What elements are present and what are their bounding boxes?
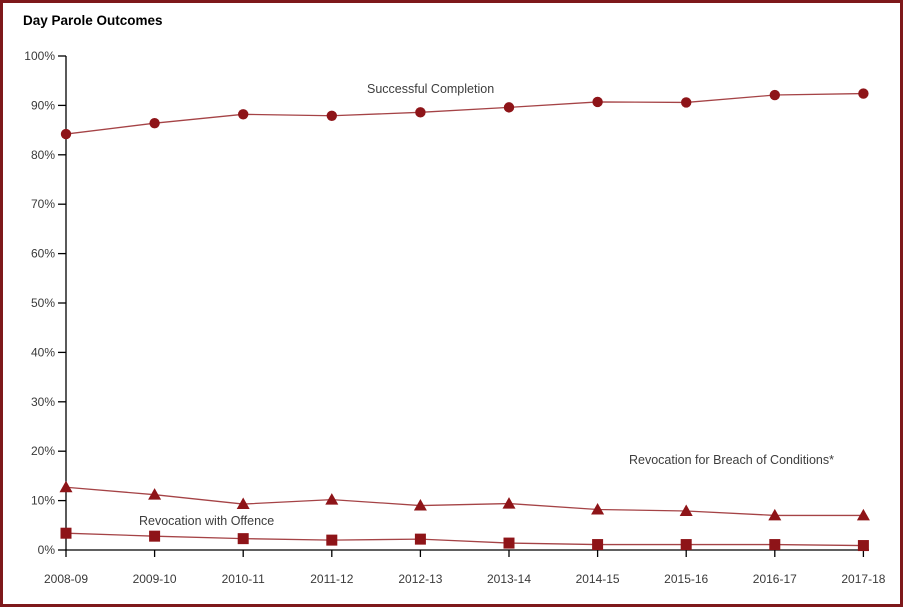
series-line-1 (65, 486, 864, 517)
marker-triangle-1 (148, 488, 162, 500)
marker-square-2 (592, 539, 604, 551)
marker-triangle-1 (856, 508, 870, 521)
series-label-revocation-with-offence: Revocation with Offence (139, 514, 275, 528)
marker-triangle-1 (591, 502, 605, 515)
marker-square-2 (237, 533, 249, 545)
x-tick-label: 2013-14 (487, 572, 531, 586)
marker-circle-0 (858, 88, 869, 99)
marker-circle-0 (60, 128, 72, 140)
y-tick-label: 40% (31, 345, 55, 359)
marker-circle-0 (503, 102, 515, 113)
marker-triangle-1 (768, 508, 782, 521)
y-tick-label: 70% (31, 197, 55, 211)
x-tick-label: 2011-12 (310, 572, 353, 586)
marker-square-2 (414, 533, 426, 545)
series-line-0 (65, 92, 864, 135)
marker-circle-0 (681, 97, 692, 108)
x-tick-label: 2015-16 (664, 572, 708, 586)
marker-square-2 (60, 527, 72, 539)
marker-triangle-1 (679, 504, 693, 516)
chart-title: Day Parole Outcomes (23, 13, 163, 28)
y-tick-label: 50% (31, 296, 55, 310)
marker-triangle-1 (59, 480, 73, 493)
marker-square-2 (149, 530, 161, 542)
y-tick-label: 90% (31, 98, 55, 112)
marker-square-2 (680, 539, 692, 551)
x-tick-label: 2012-13 (398, 572, 442, 586)
series-line-2 (65, 532, 864, 547)
marker-square-2 (769, 539, 781, 551)
y-tick-label: 30% (31, 395, 55, 409)
x-tick-label: 2016-17 (753, 572, 797, 586)
marker-circle-0 (592, 96, 603, 108)
marker-triangle-1 (502, 497, 516, 509)
y-tick-label: 10% (31, 494, 55, 508)
marker-triangle-1 (413, 499, 427, 511)
marker-circle-0 (326, 110, 337, 121)
x-tick-label: 2014-15 (576, 572, 620, 586)
series-label-successful-completion: Successful Completion (367, 82, 495, 96)
y-tick-label: 80% (31, 148, 55, 162)
marker-circle-0 (769, 89, 780, 101)
marker-square-2 (857, 540, 869, 552)
marker-circle-0 (238, 109, 249, 120)
y-tick-label: 20% (31, 444, 55, 458)
y-tick-label: 0% (38, 543, 56, 557)
x-tick-label: 2010-11 (222, 572, 265, 586)
x-tick-label: 2017-18 (841, 572, 885, 586)
marker-triangle-1 (236, 497, 250, 510)
x-tick-label: 2009-10 (133, 572, 177, 586)
line-chart-canvas: 0% 10% 20% 30% 40% 50% 60% 70% 80% 90% 100% 2008-09… (24, 49, 885, 586)
marker-square-2 (326, 534, 338, 546)
marker-circle-0 (415, 107, 426, 118)
marker-triangle-1 (325, 493, 339, 505)
series-label-revocation-breach-of-conditions: Revocation for Breach of Conditions* (629, 453, 834, 467)
marker-square-2 (503, 537, 515, 549)
marker-circle-0 (149, 117, 160, 129)
y-tick-label: 100% (24, 49, 55, 63)
x-tick-label: 2008-09 (44, 572, 88, 586)
y-tick-label: 60% (31, 247, 55, 261)
